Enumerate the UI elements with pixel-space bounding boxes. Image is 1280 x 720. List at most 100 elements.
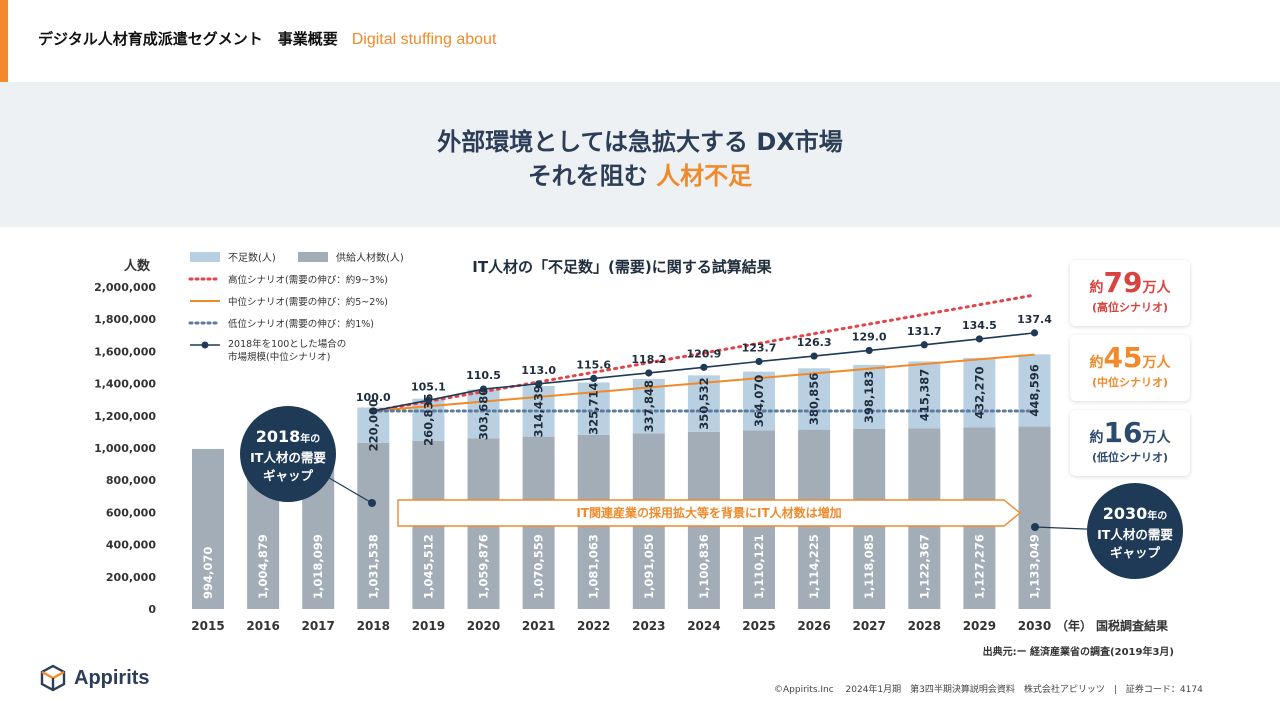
x-tick-label: 2019 xyxy=(412,619,445,633)
gap-2030-year-line: 2030年の xyxy=(1103,504,1168,523)
callout-high-scenario: (高位シナリオ) xyxy=(1091,301,1169,314)
gap-2018-dot xyxy=(368,499,376,507)
source-note: 出典元:ー 経済産業省の調査(2019年3月) xyxy=(982,647,1174,658)
cube-logo-icon xyxy=(40,664,66,692)
legend-low-label: 低位シナリオ(需要の伸び：約1%) xyxy=(228,318,374,330)
callout-low-prefix: 約 xyxy=(1089,430,1104,446)
supply-value-label: 1,122,367 xyxy=(917,534,931,599)
supply-bar xyxy=(357,442,390,609)
callout-high: 約79万人 (高位シナリオ) xyxy=(1070,260,1190,326)
x-tick-label: 2029 xyxy=(963,619,996,633)
headline-highlight: 人材不足 xyxy=(656,162,753,190)
x-tick-label: 2027 xyxy=(852,619,885,633)
x-tick-label: 2024 xyxy=(687,619,720,633)
callout-low-unit: 万人 xyxy=(1142,430,1171,446)
supply-value-label: 1,059,876 xyxy=(477,534,491,599)
shortage-bar xyxy=(853,364,886,429)
x-tick-label: 2021 xyxy=(522,619,555,633)
legend-supply-swatch xyxy=(298,252,328,262)
shortage-bar xyxy=(798,368,831,430)
company-logo: Appirits xyxy=(40,664,150,692)
market-index-point xyxy=(975,335,984,343)
growth-arrow-text: IT関連産業の採用拡大等を背景にIT人材数は増加 xyxy=(576,505,841,520)
gap-2030-dot xyxy=(1031,523,1039,531)
gap-2018-line2: IT人材の需要 xyxy=(250,450,326,465)
callout-mid: 約45万人 (中位シナリオ) xyxy=(1070,335,1190,401)
supply-value-label: 1,091,050 xyxy=(642,534,656,599)
callout-mid-num: 45 xyxy=(1103,341,1143,374)
gap-2030-circle xyxy=(1087,483,1183,579)
market-index-label: 110.5 xyxy=(466,369,501,382)
callout-low-num: 16 xyxy=(1103,416,1143,449)
x-tick-label: 2030 xyxy=(1018,619,1051,633)
shortage-value-label: 314,439 xyxy=(532,385,546,437)
shortage-bar xyxy=(743,371,775,431)
growth-arrow xyxy=(397,499,1022,527)
supply-value-label: 1,133,049 xyxy=(1028,534,1042,599)
headline-line1: 外部環境としては急拡大する DX市場 xyxy=(437,128,843,156)
market-index-point xyxy=(479,385,488,393)
gap-2018-year-line: 2018年の xyxy=(256,427,321,446)
shortage-bar xyxy=(467,389,500,439)
x-tick-label: 2026 xyxy=(797,619,830,633)
market-index-label: 131.7 xyxy=(907,325,942,338)
shortage-value-label: 380,856 xyxy=(807,373,821,425)
supply-value-label: 1,004,879 xyxy=(256,534,270,599)
legend-index-dot xyxy=(201,341,209,349)
mid-scenario-line xyxy=(373,353,1035,412)
market-index-label: 118.2 xyxy=(631,353,666,366)
market-index-point xyxy=(700,363,708,371)
shortage-value-label: 415,387 xyxy=(917,369,931,421)
legend-mid-label: 中位シナリオ(需要の伸び：約5~2%) xyxy=(228,296,388,308)
market-index-point xyxy=(810,352,818,360)
supply-value-label: 1,100,836 xyxy=(697,534,711,599)
shortage-bar xyxy=(963,357,996,428)
x-tick-label: 2025 xyxy=(742,619,775,633)
page-title: デジタル人材育成派遣セグメント 事業概要 xyxy=(38,30,338,48)
callout-mid-prefix: 約 xyxy=(1089,355,1104,371)
supply-value-label: 1,114,225 xyxy=(807,534,821,599)
shortage-value-label: 303,680 xyxy=(477,388,491,440)
y-tick-label: 1,600,000 xyxy=(94,345,156,358)
chart-title: IT人材の「不足数」(需要)に関する試算結果 xyxy=(472,258,773,276)
market-index-point xyxy=(865,346,873,355)
callout-high-unit: 万人 xyxy=(1142,280,1171,296)
callout-low-scenario: (低位シナリオ) xyxy=(1091,451,1169,464)
footer-text: ©Appirits.Inc 2024年1月期 第3四半期決算説明会資料 株式会社… xyxy=(774,685,1203,695)
market-index-label: 137.4 xyxy=(1017,313,1052,326)
market-index-point xyxy=(535,380,543,388)
supply-value-label: 1,127,276 xyxy=(972,534,986,599)
market-index-label: 123.7 xyxy=(742,341,777,354)
market-index-label: 115.6 xyxy=(576,358,611,371)
headline-banner: 外部環境としては急拡大する DX市場 それを阻む 人材不足 xyxy=(0,82,1280,227)
supply-value-label: 1,081,063 xyxy=(587,534,601,599)
shortage-bar xyxy=(1018,354,1051,427)
gap-2018-line3: ギャップ xyxy=(263,468,314,483)
shortage-bar xyxy=(687,375,720,432)
shortage-value-label: 350,532 xyxy=(697,377,711,429)
callout-low: 約16万人 (低位シナリオ) xyxy=(1070,410,1190,476)
gap-2030-line2: IT人材の需要 xyxy=(1097,527,1173,542)
y-axis-label: 人数 xyxy=(124,258,151,274)
callout-high-num: 79 xyxy=(1103,266,1143,299)
y-tick-label: 400,000 xyxy=(106,539,156,552)
it-talent-chart: 人数 0 200,000 400,000 600,000 800,000 1,000,000… xyxy=(94,251,1183,633)
x-tick-label: 2028 xyxy=(908,619,941,633)
shortage-value-label: 364,070 xyxy=(752,375,766,427)
x-tick-label: 2015 xyxy=(191,619,224,633)
market-index-point xyxy=(1030,329,1039,337)
shortage-value-label: 432,270 xyxy=(972,367,986,419)
legend-shortage-swatch xyxy=(190,252,220,262)
y-tick-label: 600,000 xyxy=(106,506,156,519)
headline-line2-prefix: それを阻む xyxy=(527,162,657,190)
market-index-point xyxy=(645,369,653,377)
y-tick-label: 800,000 xyxy=(106,474,156,487)
shortage-value-label: 398,183 xyxy=(862,371,876,423)
market-index-label: 129.0 xyxy=(852,330,887,343)
shortage-value-label: 260,835 xyxy=(421,393,435,445)
page-header: デジタル人材育成派遣セグメント 事業概要 Digital stuffing ab… xyxy=(38,28,496,52)
legend-high-label: 高位シナリオ(需要の伸び：約9~3%) xyxy=(228,274,388,286)
callout-mid-scenario: (中位シナリオ) xyxy=(1091,376,1169,389)
market-index-label: 134.5 xyxy=(962,319,997,332)
x-tick-label: 2017 xyxy=(301,619,334,633)
